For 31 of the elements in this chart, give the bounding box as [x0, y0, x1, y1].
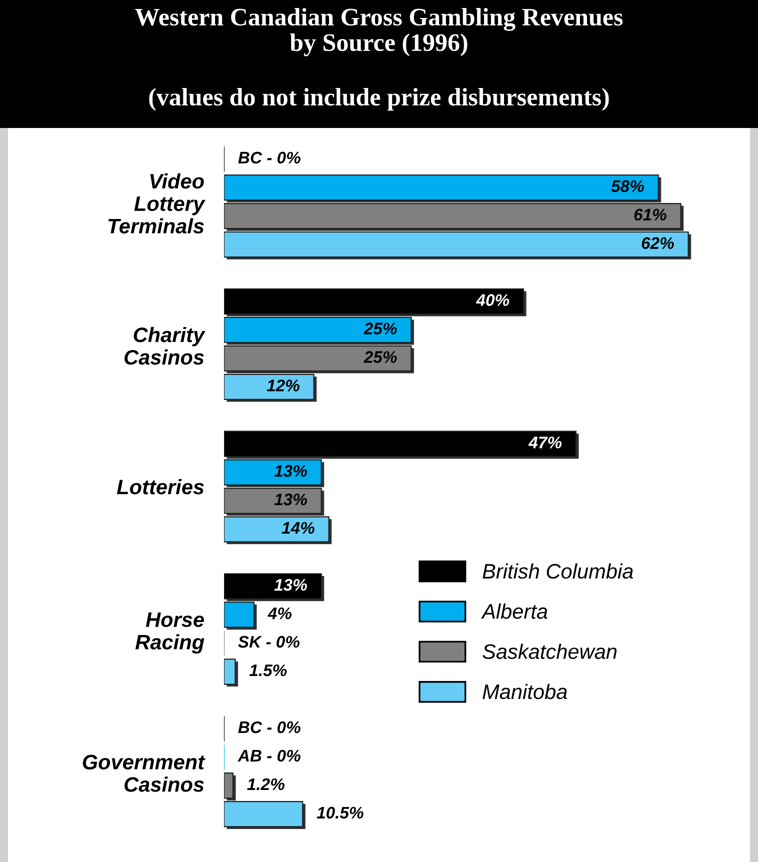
data-label: 1.5%: [249, 664, 287, 676]
data-label: 25%: [364, 351, 397, 363]
legend-label: Alberta: [481, 604, 548, 619]
y-tick-label: Video Lottery Terminals: [108, 173, 206, 234]
chart-title: Western Canadian Gross Gambling Revenues by Source (1996): [135, 8, 623, 56]
data-label: 61%: [634, 208, 666, 221]
legend-label: Manitoba: [482, 684, 568, 700]
data-label: 13%: [274, 578, 307, 591]
data-label: 40%: [476, 294, 510, 306]
data-label: 10.5%: [316, 806, 364, 819]
y-tick-label: Lotteries: [116, 479, 204, 494]
data-label: 4%: [268, 608, 292, 620]
data-label: 62%: [642, 237, 674, 249]
data-label: 25%: [364, 322, 397, 334]
y-tick-label: Horse Racing: [135, 612, 204, 654]
data-label: 14%: [282, 522, 314, 534]
data-label: 1.2%: [247, 778, 284, 790]
data-label: 12%: [266, 380, 300, 392]
data-label: BC - 0%: [238, 721, 300, 734]
data-label: 58%: [611, 180, 644, 192]
y-tick-label: Charity Casinos: [124, 326, 206, 365]
data-label: 13%: [274, 465, 307, 477]
data-label: SK - 0%: [238, 636, 300, 648]
legend-label: Saskatchewan: [482, 644, 617, 659]
legend-label: British Columbia: [482, 563, 633, 579]
y-tick-label: Government Casinos: [82, 754, 206, 792]
data-label: BC - 0%: [238, 152, 300, 164]
data-label: 47%: [528, 436, 562, 448]
data-label: 13%: [274, 494, 307, 506]
chart-subtitle: (values do not include prize disbursements): [149, 88, 609, 111]
data-label: AB - 0%: [238, 750, 300, 762]
